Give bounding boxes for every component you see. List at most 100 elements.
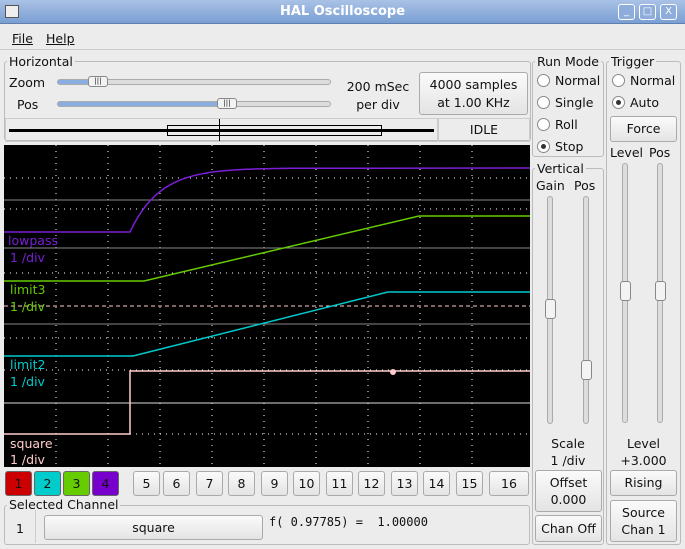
channel-button-7[interactable]: 7 (196, 471, 223, 496)
run-mode-normal-label: Normal (555, 73, 601, 88)
trigger-pos-slider-label: Pos (649, 145, 671, 160)
window-title: HAL Oscilloscope (279, 4, 406, 19)
trigger-normal-label: Normal (630, 73, 676, 88)
channel-button-12[interactable]: 12 (358, 471, 385, 496)
channel-button-15[interactable]: 15 (456, 471, 483, 496)
trigger-normal-radio[interactable] (612, 74, 625, 87)
channel-button-9[interactable]: 9 (261, 471, 288, 496)
samples-line2: at 1.00 KHz (437, 95, 510, 110)
value-readout: f( 0.97785) = 1.00000 (269, 515, 428, 529)
channel-button-2[interactable]: 2 (34, 471, 61, 496)
channel-button-4[interactable]: 4 (92, 471, 119, 496)
run-mode-label: Run Mode (535, 54, 601, 69)
trigger-auto-radio[interactable] (612, 96, 625, 109)
run-mode-single-label: Single (555, 95, 594, 110)
vertical-pos-label: Pos (574, 178, 596, 193)
trace-label-square: square (10, 436, 53, 451)
trigger-level-display: Level +3.000 (606, 435, 681, 469)
channel-button-10[interactable]: 10 (293, 471, 320, 496)
force-button[interactable]: Force (610, 116, 677, 142)
offset-button[interactable]: Offset 0.000 (535, 470, 602, 512)
horizontal-label: Horizontal (7, 54, 75, 69)
trace-label-limit3: limit3 (10, 282, 46, 297)
trace-label-limit2: limit2 (10, 357, 46, 372)
maximize-button[interactable]: □ (639, 4, 656, 20)
scale-title: Scale (551, 436, 585, 451)
offset-label: Offset (549, 475, 588, 490)
trigger-auto-label: Auto (630, 95, 660, 110)
channel-button-8[interactable]: 8 (228, 471, 255, 496)
trace-square (4, 370, 530, 435)
menu-bar: File Help (0, 25, 685, 50)
run-mode-roll-radio[interactable] (537, 118, 550, 131)
zoom-label: Zoom (9, 75, 46, 90)
scale-value: 1 /div (550, 453, 586, 468)
channel-button-16[interactable]: 16 (489, 471, 529, 496)
samples-button[interactable]: 4000 samples at 1.00 KHz (419, 72, 528, 115)
vertical-label: Vertical (535, 161, 586, 176)
samples-line1: 4000 samples (429, 77, 518, 92)
horizontal-panel (4, 61, 531, 141)
trace-scale-square: 1 /div (10, 452, 45, 467)
vertical-pos-thumb[interactable] (581, 360, 592, 380)
minimize-button[interactable]: _ (618, 4, 635, 20)
source-button[interactable]: Source Chan 1 (610, 500, 677, 542)
scope-canvas (4, 145, 531, 467)
scope-display[interactable]: lowpass 1 /div limit3 1 /div limit2 1 /d… (4, 145, 531, 467)
trace-lowpass (4, 167, 531, 233)
trigger-level-thumb[interactable] (620, 281, 631, 301)
vertical-pos-slider[interactable] (583, 196, 589, 424)
run-mode-stop-radio[interactable] (537, 140, 550, 153)
selected-channel-label: Selected Channel (7, 497, 121, 512)
zoom-slider-thumb[interactable]: ||| (88, 76, 108, 87)
rate-line1: 200 mSec (346, 79, 410, 94)
level-title: Level (627, 436, 660, 451)
channel-button-1[interactable]: 1 (5, 471, 32, 496)
trace-label-lowpass: lowpass (8, 233, 58, 248)
pos-slider-thumb[interactable]: ||| (217, 98, 237, 109)
chan-off-button[interactable]: Chan Off (535, 515, 602, 542)
selected-channel-number: 1 (16, 521, 24, 536)
run-mode-roll-label: Roll (555, 117, 578, 132)
trace-scale-lowpass: 1 /div (10, 250, 45, 265)
channel-button-14[interactable]: 14 (423, 471, 450, 496)
time-per-div: 200 mSec per div (338, 78, 418, 114)
trace-scale-limit2: 1 /div (10, 374, 45, 389)
menu-help[interactable]: Help (46, 31, 75, 46)
pos-label: Pos (17, 97, 39, 112)
title-bar: HAL Oscilloscope _ □ X (0, 0, 685, 24)
run-mode-normal-radio[interactable] (537, 74, 550, 87)
channel-button-5[interactable]: 5 (133, 471, 160, 496)
trigger-point-marker (390, 369, 396, 375)
status-display: IDLE (438, 118, 530, 142)
edge-button[interactable]: Rising (610, 470, 677, 496)
channel-button-3[interactable]: 3 (63, 471, 90, 496)
trace-scale-limit3: 1 /div (10, 299, 45, 314)
source-line2: Chan 1 (621, 522, 666, 537)
channel-name-button[interactable]: square (44, 515, 263, 540)
level-value: +3.000 (620, 453, 667, 468)
channel-button-6[interactable]: 6 (163, 471, 190, 496)
trace-limit2 (4, 291, 530, 357)
selected-channel-panel (4, 505, 530, 545)
trigger-level-slider-label: Level (610, 145, 643, 160)
run-mode-single-radio[interactable] (537, 96, 550, 109)
window-menu-icon[interactable] (5, 5, 19, 18)
rate-line2: per div (356, 97, 400, 112)
channel-button-13[interactable]: 13 (391, 471, 418, 496)
trigger-label: Trigger (609, 54, 657, 69)
zoom-slider[interactable] (57, 79, 331, 85)
gain-thumb[interactable] (545, 299, 556, 319)
record-overview[interactable] (5, 118, 438, 142)
menu-file[interactable]: File (12, 31, 33, 46)
gain-label: Gain (536, 178, 565, 193)
close-button[interactable]: X (660, 4, 677, 20)
trace-limit3 (4, 215, 530, 282)
channel-button-11[interactable]: 11 (326, 471, 353, 496)
trigger-pos-thumb[interactable] (655, 281, 666, 301)
scale-display: Scale 1 /div (532, 435, 604, 469)
source-line1: Source (622, 505, 665, 520)
pos-slider[interactable] (57, 101, 331, 107)
offset-value: 0.000 (550, 492, 587, 507)
run-mode-stop-label: Stop (555, 139, 584, 154)
